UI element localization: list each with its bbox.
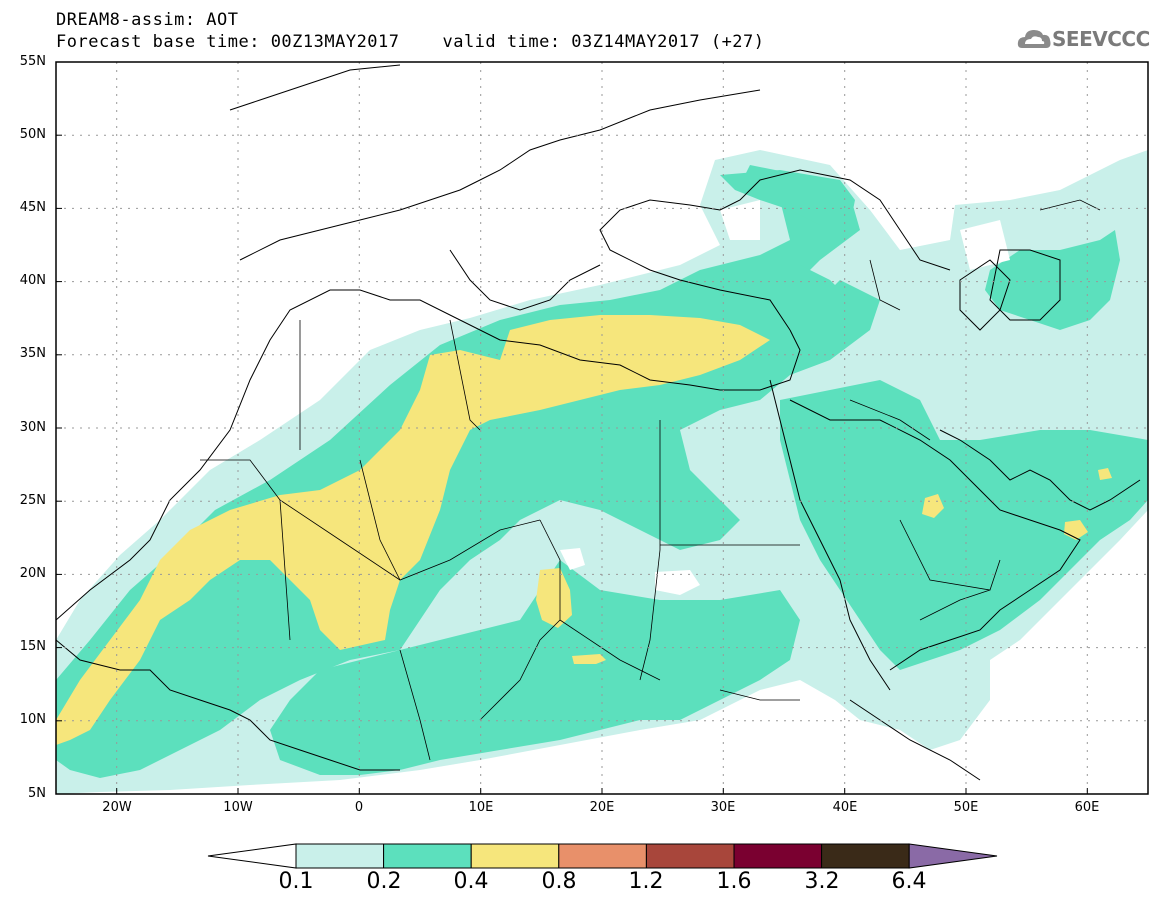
cloud-icon <box>1017 30 1051 48</box>
lat-label: 30N <box>19 420 46 435</box>
map-title: DREAM8-assim: AOT <box>56 10 239 30</box>
colorbar-label: 0.8 <box>541 869 577 894</box>
lon-label: 10E <box>468 800 494 815</box>
country-borders <box>200 199 1101 761</box>
lon-label: 50E <box>953 800 979 815</box>
logo-text: SEEVCCC <box>1052 27 1150 51</box>
lat-label: 5N <box>28 786 46 801</box>
valid-time: valid time: 03Z14MAY2017 (+27) <box>442 32 765 52</box>
colorbar-swatch-1 <box>295 843 385 869</box>
colorbar-swatch-5 <box>645 843 735 869</box>
lon-label: 60E <box>1074 800 1100 815</box>
lat-label: 40N <box>19 273 46 288</box>
colorbar-swatch-3 <box>470 843 560 869</box>
colorbar-label: 1.2 <box>628 869 664 894</box>
base-time: Forecast base time: 00Z13MAY2017 <box>56 32 400 52</box>
lat-label: 50N <box>19 127 46 142</box>
lat-label: 15N <box>19 639 46 654</box>
colorbar-label: 1.6 <box>716 869 752 894</box>
colorbar-label: 6.4 <box>891 869 927 894</box>
lat-label: 45N <box>19 200 46 215</box>
lat-label: 55N <box>19 54 46 69</box>
aot-contour-0.4 <box>56 315 770 745</box>
lat-label: 25N <box>19 493 46 508</box>
lat-label: 10N <box>19 712 46 727</box>
lat-label: 35N <box>19 346 46 361</box>
map-plot-area <box>56 62 1148 794</box>
coastlines <box>56 64 1141 781</box>
gridlines <box>56 62 1148 794</box>
colorbar-swatch-6 <box>733 843 823 869</box>
colorbar-swatch-4 <box>558 843 647 869</box>
colorbar-label: 0.1 <box>278 869 314 894</box>
lat-label: 20N <box>19 566 46 581</box>
lon-label: 40E <box>832 800 858 815</box>
colorbar <box>207 843 998 869</box>
lon-label: 20W <box>102 800 132 815</box>
colorbar-label: 0.2 <box>366 869 402 894</box>
lon-label: 20E <box>589 800 615 815</box>
lon-label: 10W <box>223 800 253 815</box>
colorbar-swatch-7 <box>821 843 910 869</box>
colorbar-arrow-low <box>207 843 297 869</box>
lon-label: 30E <box>710 800 736 815</box>
colorbar-arrow-high <box>908 843 998 869</box>
axis-ticks <box>56 61 1088 794</box>
time-info: Forecast base time: 00Z13MAY2017 valid t… <box>56 32 765 52</box>
colorbar-swatch-2 <box>383 843 472 869</box>
lon-label: 0 <box>354 800 364 815</box>
colorbar-label: 0.4 <box>453 869 489 894</box>
colorbar-label: 3.2 <box>804 869 840 894</box>
